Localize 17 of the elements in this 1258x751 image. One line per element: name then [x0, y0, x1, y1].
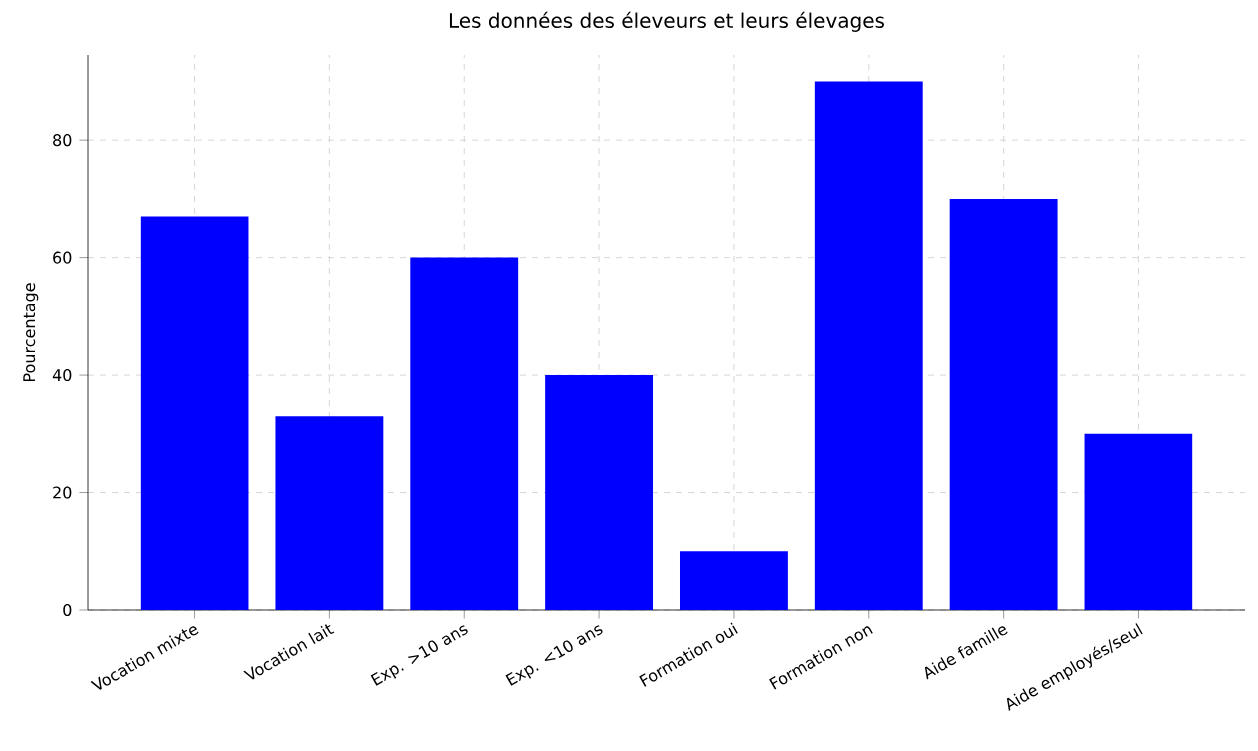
bar	[679, 551, 788, 610]
bar	[1084, 433, 1193, 610]
y-tick-label: 60	[53, 251, 72, 264]
bar	[949, 198, 1058, 610]
y-tick-label: 80	[53, 134, 72, 147]
bar	[275, 416, 384, 610]
bar	[140, 216, 249, 610]
chart-title: Les données des éleveurs et leurs élevages	[449, 11, 885, 32]
x-tick-label: Exp. >10 ans	[370, 625, 468, 686]
bar	[814, 81, 923, 610]
bar	[545, 375, 654, 610]
y-tick-label: 20	[53, 486, 72, 499]
x-tick-label: Exp. <10 ans	[505, 625, 603, 686]
y-tick-label: 0	[63, 603, 72, 617]
y-tick-label: 40	[52, 369, 72, 382]
y-axis-title: Pourcentage	[23, 283, 39, 381]
bar	[410, 257, 519, 610]
